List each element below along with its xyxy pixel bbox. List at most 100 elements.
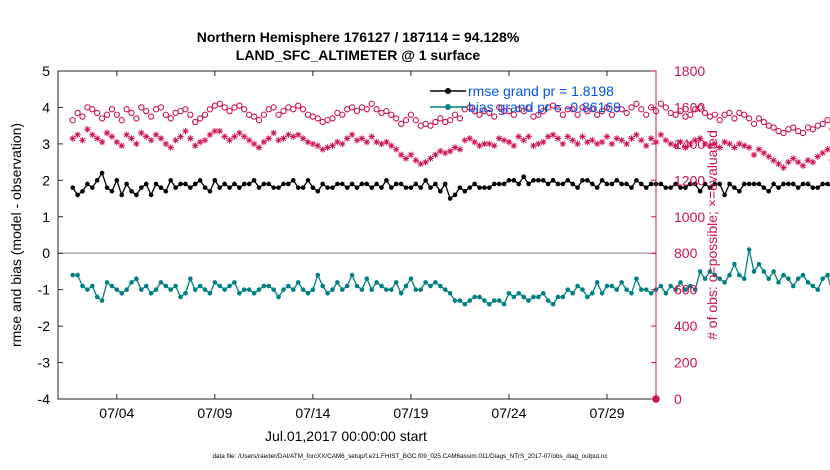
rmse-point	[545, 181, 551, 187]
bias-point	[594, 280, 600, 285]
bias-point	[790, 283, 796, 289]
bias-point	[393, 280, 399, 285]
rmse-point	[810, 185, 816, 190]
bias-point	[241, 287, 247, 292]
rmse-point	[702, 181, 708, 187]
possible-obs-marker	[236, 102, 243, 109]
bias-point	[540, 291, 546, 296]
evaluated-obs-marker	[113, 138, 121, 146]
rmse-point	[673, 181, 678, 187]
rmse-point	[168, 178, 174, 183]
bias-point	[418, 287, 424, 292]
possible-obs-marker	[69, 117, 76, 124]
evaluated-obs-marker	[407, 151, 415, 159]
bias-point	[614, 287, 620, 292]
chart-title-line2: LAND_SFC_ALTIMETER @ 1 surface	[236, 47, 481, 63]
possible-obs-marker	[196, 115, 204, 122]
bias-point	[339, 287, 345, 292]
evaluated-obs-marker	[544, 133, 552, 140]
evaluated-obs-marker	[363, 138, 371, 146]
bias-point	[643, 287, 649, 292]
bias-point	[134, 276, 139, 282]
bias-point	[217, 283, 223, 289]
right-y-tick-label: 200	[674, 355, 698, 371]
bias-point	[428, 283, 433, 289]
possible-obs-marker	[412, 117, 419, 124]
bias-point	[197, 283, 203, 289]
evaluated-obs-marker	[143, 133, 150, 140]
bias-point	[433, 280, 438, 285]
possible-obs-marker	[535, 111, 542, 118]
bias-point	[143, 283, 149, 289]
rmse-point	[815, 185, 821, 190]
right-y-tick-label: 1600	[674, 99, 705, 115]
rmse-point	[746, 181, 752, 187]
bias-point	[163, 283, 169, 289]
bias-point	[251, 291, 257, 296]
possible-obs-marker	[579, 104, 586, 111]
evaluated-obs-marker	[540, 138, 547, 146]
rmse-point	[183, 181, 188, 187]
right-y-tick-label: 0	[674, 391, 682, 407]
rmse-point	[315, 188, 321, 194]
evaluated-obs-marker	[584, 138, 591, 146]
bias-point	[222, 287, 227, 292]
possible-obs-marker	[505, 107, 513, 115]
possible-obs-marker	[329, 115, 336, 122]
evaluated-obs-marker	[133, 140, 140, 148]
possible-obs-marker	[633, 100, 640, 107]
rmse-point	[614, 178, 620, 183]
legend-rmse-marker	[445, 88, 451, 94]
bias-point	[658, 283, 664, 289]
rmse-point	[663, 185, 669, 190]
possible-obs-marker	[226, 107, 233, 115]
evaluated-obs-marker	[245, 137, 253, 144]
bias-point	[403, 283, 409, 289]
bias-point	[266, 283, 272, 289]
possible-obs-marker	[716, 117, 723, 124]
rmse-point	[295, 185, 301, 190]
rmse-point	[408, 185, 414, 190]
evaluated-obs-marker	[569, 137, 576, 144]
possible-obs-marker	[554, 106, 562, 113]
evaluated-obs-marker	[294, 131, 302, 138]
evaluated-obs-marker	[633, 131, 640, 138]
bias-point	[815, 287, 821, 292]
rmse-point	[790, 181, 796, 187]
rmse-point	[491, 181, 497, 187]
bias-point	[315, 272, 321, 278]
rmse-point	[825, 181, 830, 187]
possible-obs-marker	[451, 111, 459, 118]
rmse-point	[820, 181, 825, 187]
bias-point	[139, 287, 144, 292]
possible-obs-marker	[780, 129, 787, 137]
x-tick-label: 07/14	[295, 405, 330, 421]
bias-point	[227, 283, 232, 289]
bias-point	[202, 287, 208, 292]
possible-obs-marker	[711, 111, 718, 118]
possible-obs-marker	[103, 111, 111, 118]
rmse-point	[374, 181, 379, 187]
evaluated-obs-marker	[343, 135, 351, 142]
rmse-point	[487, 185, 492, 190]
bias-point	[452, 298, 458, 303]
bias-point	[173, 283, 178, 289]
evaluated-obs-marker	[589, 137, 596, 144]
rmse-point	[536, 178, 541, 183]
rmse-point	[638, 181, 644, 187]
evaluated-obs-marker	[579, 133, 586, 140]
rmse-point	[251, 178, 257, 183]
evaluated-obs-marker	[324, 144, 331, 151]
evaluated-obs-marker	[608, 140, 616, 148]
evaluated-obs-marker	[799, 162, 807, 169]
evaluated-obs-marker	[785, 158, 792, 166]
evaluated-obs-marker	[687, 140, 694, 148]
rmse-point	[805, 181, 811, 187]
bias-point	[496, 298, 502, 303]
left-y-tick-label: -1	[38, 282, 51, 298]
possible-obs-marker	[368, 100, 375, 107]
left-y-tick-label: 2	[42, 172, 50, 188]
possible-obs-marker	[520, 107, 527, 115]
rmse-point	[300, 185, 306, 190]
evaluated-obs-marker	[794, 158, 802, 166]
